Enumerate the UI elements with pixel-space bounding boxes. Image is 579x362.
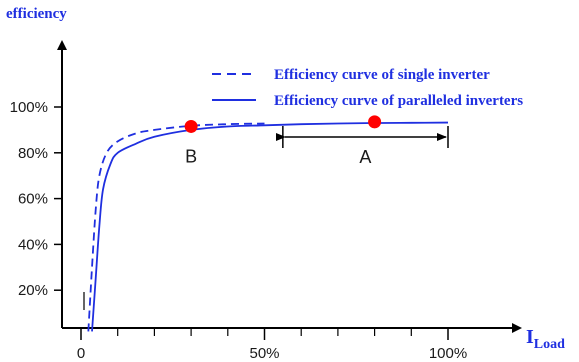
legend: Efficiency curve of single inverter Effi… (212, 67, 523, 109)
y-ticks: 20% 40% 60% 80% 100% (10, 99, 62, 299)
series-line-paralleled (91, 121, 449, 332)
x-axis-title-subscript: Load (534, 337, 565, 352)
legend-label-paralleled: Efficiency curve of paralleled inverters (274, 93, 523, 109)
marker-point-a (368, 115, 382, 129)
y-tick-label: 20% (18, 282, 48, 299)
y-tick-label: 40% (18, 236, 48, 253)
y-tick-label: 80% (18, 145, 48, 162)
marker-layer: B (184, 115, 382, 166)
x-tick-label: 0 (77, 345, 85, 362)
series-line-single (87, 122, 265, 332)
legend-label-single: Efficiency curve of single inverter (274, 67, 490, 83)
x-tick-label: 50% (249, 345, 279, 362)
marker-label-b: B (185, 146, 197, 166)
series-layer (83, 121, 449, 332)
marker-point-b (184, 119, 198, 133)
y-tick-label: 60% (18, 191, 48, 208)
x-axis-title-main: I (526, 326, 534, 348)
x-ticks: 0 50% 100% (77, 328, 467, 362)
range-annotation: A (275, 126, 449, 167)
range-label: A (359, 147, 371, 167)
y-tick-label: 100% (10, 99, 48, 116)
x-tick-label: 100% (429, 345, 467, 362)
y-axis-title: efficiency (6, 6, 67, 22)
x-axis-title: ILoad (526, 326, 565, 352)
